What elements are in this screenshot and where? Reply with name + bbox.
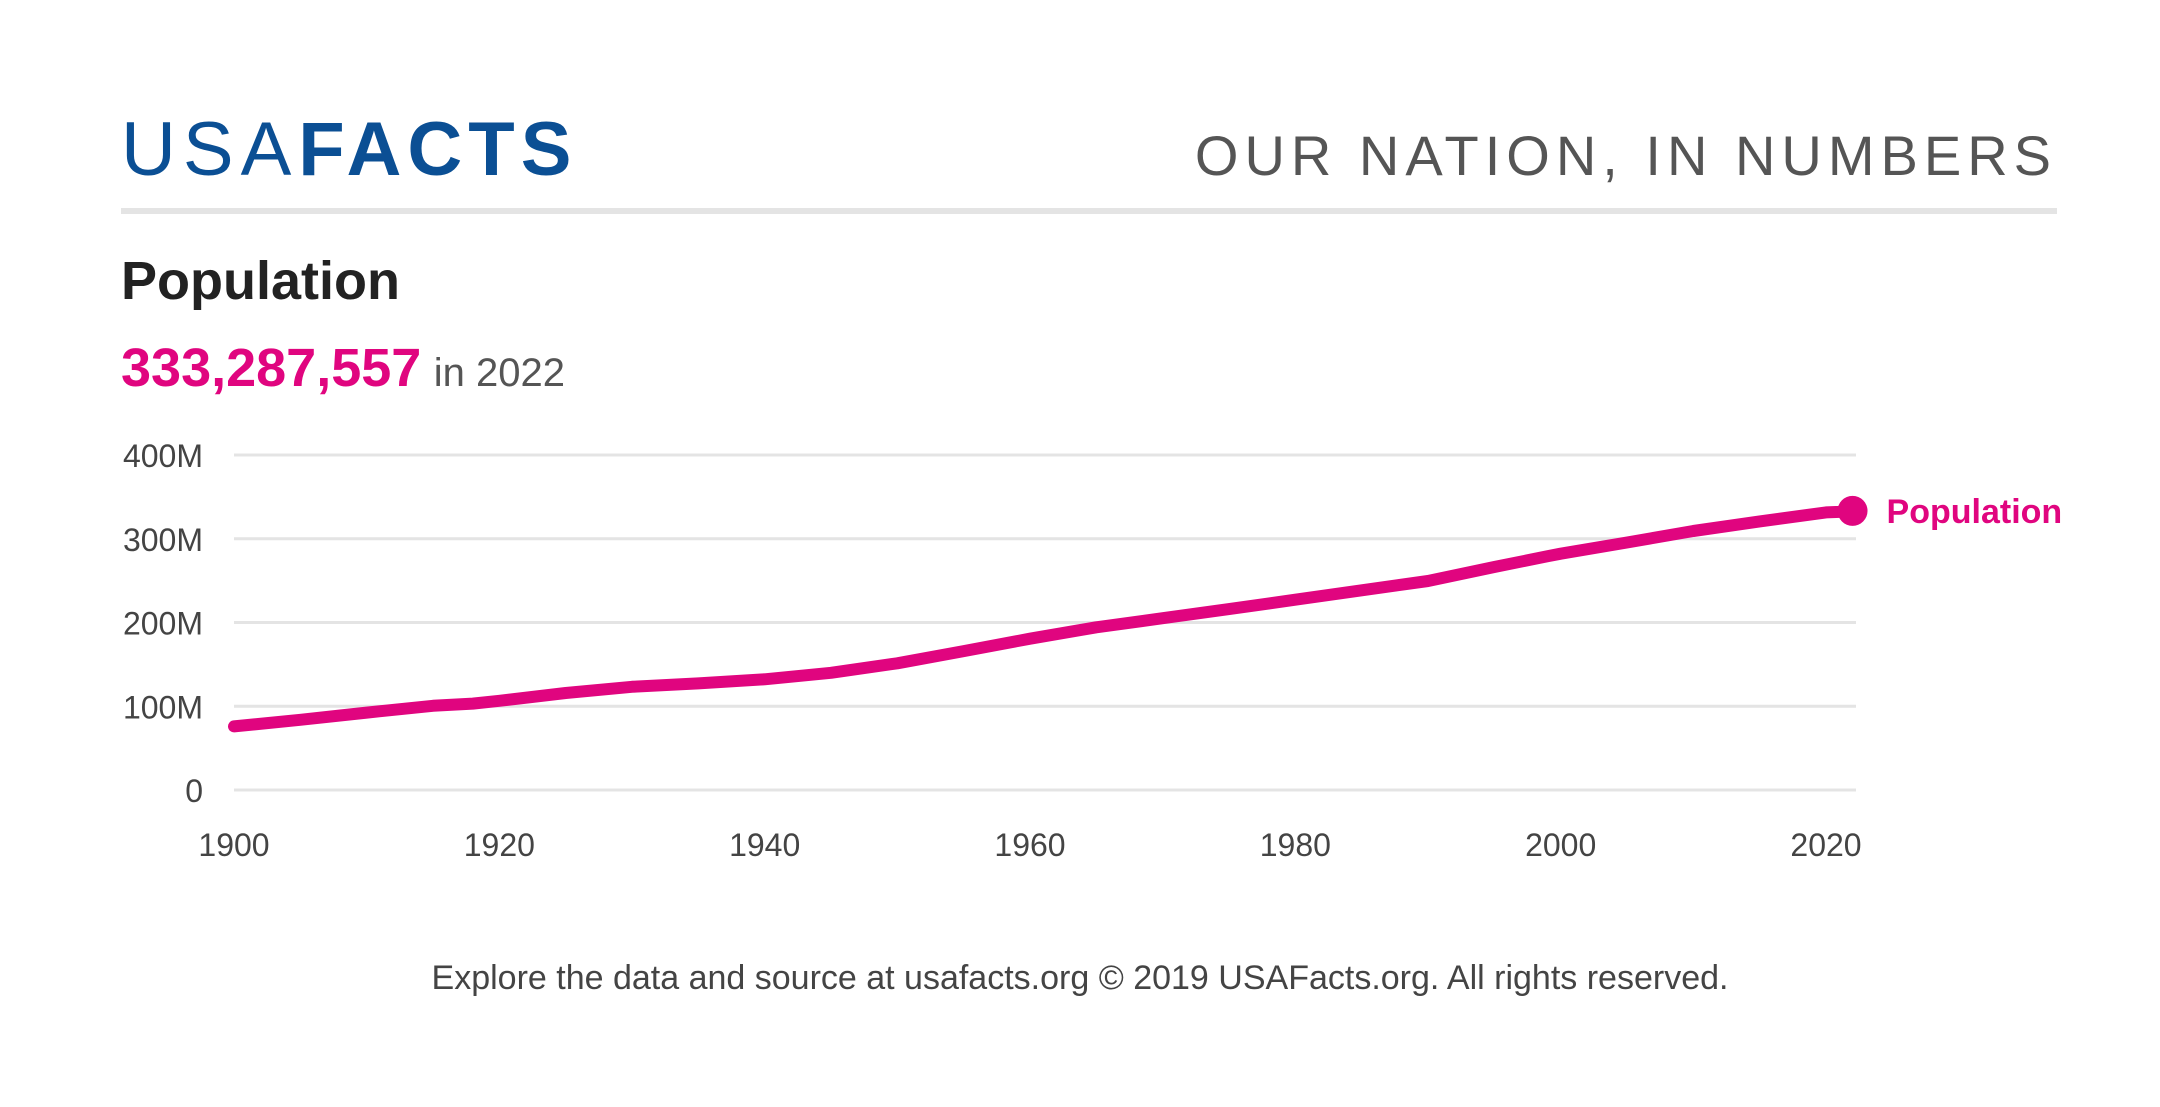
y-tick-label: 400M [123,438,203,474]
y-tick-label: 0 [185,773,203,809]
x-tick-label: 2000 [1525,827,1596,863]
series-layer: Population [228,493,2063,733]
header-divider [121,208,2057,214]
y-tick-label: 100M [123,689,203,725]
logo-bold-text: FACTS [298,107,578,192]
series-end-marker [1837,495,1868,526]
tagline: OUR NATION, IN NUMBERS [1194,124,2057,187]
headline-stat: 333,287,557 in 2022 [121,336,565,414]
x-tick-label: 1980 [1260,827,1331,863]
x-tick-label: 1900 [198,827,269,863]
x-tick-label: 1940 [729,827,800,863]
y-tick-label: 300M [123,522,203,558]
headline-suffix: in 2022 [433,351,565,395]
x-tick-label: 1960 [994,827,1065,863]
series-end-label: Population [1887,493,2063,531]
x-axis-ticks: 1900 1920 1940 1960 1980 2000 2020 [198,827,1861,863]
population-line-chart: 0 100M 200M 300M 400M 1900 1920 1940 1960 1980 20… [123,438,2063,863]
x-tick-label: 1920 [464,827,535,863]
y-tick-label: 200M [123,606,203,642]
footer-credit: Explore the data and source at usafacts.… [431,959,1729,997]
chart-title: Population [121,251,400,311]
header: USAFACTS OUR NATION, IN NUMBERS [121,110,2057,218]
x-tick-label: 2020 [1790,827,1861,863]
series-line-population [228,504,1859,733]
headline-value: 333,287,557 [121,338,422,398]
logo-light-text: USA [121,107,299,192]
usafacts-logo[interactable]: USAFACTS [121,110,577,190]
grid-lines [234,453,1856,792]
y-axis-ticks: 0 100M 200M 300M 400M [123,438,203,809]
